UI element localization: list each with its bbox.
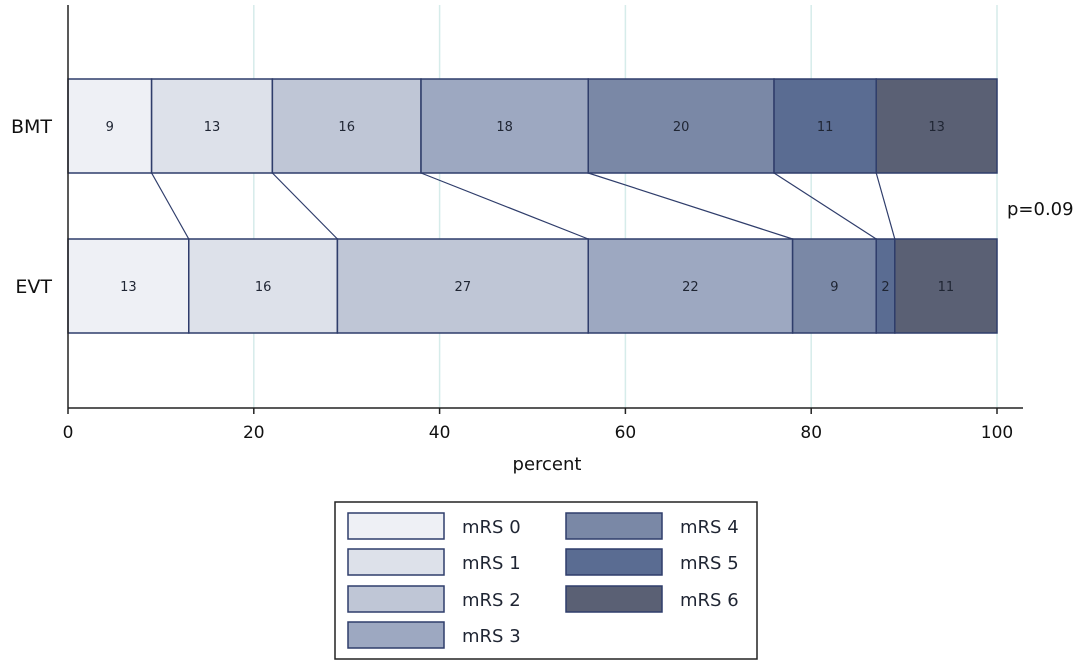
legend-swatch-mrs-3 [347, 621, 445, 649]
x-tick-label-20: 20 [243, 423, 265, 443]
connector-1 [151, 172, 190, 240]
legend-label-mrs-1: mRS 1 [462, 553, 521, 574]
connector-3 [420, 172, 589, 240]
bars: 9 13 16 18 20 11 13 13 16 27 22 9 2 11 [67, 78, 998, 334]
bar-EVT-mrs-2 [336, 238, 589, 334]
category-label-BMT: BMT [11, 116, 52, 138]
legend-swatch-mrs-5 [565, 548, 663, 576]
legend-label-mrs-6: mRS 6 [680, 590, 739, 611]
bar-EVT-mrs-3 [587, 238, 794, 334]
connector-6 [875, 172, 896, 240]
category-labels: BMT EVT [11, 116, 52, 298]
x-tick-label-0: 0 [63, 423, 74, 443]
bar-EVT-mrs-6 [894, 238, 998, 334]
x-tick-label-80: 80 [800, 423, 822, 443]
bar-label-EVT-mrs-0: 13 [120, 280, 137, 295]
legend-swatch-mrs-6 [565, 585, 663, 613]
bar-label-BMT-mrs-6: 13 [928, 120, 945, 135]
connector-lines [151, 172, 896, 240]
bar-BMT-mrs-0 [67, 78, 153, 174]
x-ticks: 0 20 40 60 80 100 [63, 408, 1013, 443]
legend-label-mrs-2: mRS 2 [462, 590, 521, 611]
bar-BMT-mrs-2 [271, 78, 422, 174]
bar-label-EVT-mrs-1: 16 [255, 280, 272, 295]
x-tick-label-40: 40 [429, 423, 451, 443]
x-tick-label-100: 100 [981, 423, 1013, 443]
bar-label-BMT-mrs-0: 9 [106, 120, 114, 135]
bar-label-EVT-mrs-3: 22 [682, 280, 699, 295]
bar-BMT-mrs-4 [587, 78, 775, 174]
connector-5 [773, 172, 877, 240]
bar-BMT-mrs-6 [875, 78, 998, 174]
bar-EVT-mrs-1 [188, 238, 339, 334]
bar-BMT-mrs-3 [420, 78, 589, 174]
bar-label-BMT-mrs-3: 18 [496, 120, 513, 135]
bar-label-EVT-mrs-4: 9 [830, 280, 838, 295]
bar-label-BMT-mrs-2: 16 [338, 120, 355, 135]
bar-label-BMT-mrs-5: 11 [817, 120, 834, 135]
connector-2 [271, 172, 338, 240]
x-tick-label-60: 60 [615, 423, 637, 443]
bar-label-EVT-mrs-5: 2 [881, 280, 889, 295]
bar-label-BMT-mrs-4: 20 [673, 120, 690, 135]
axes [67, 5, 1023, 409]
legend-swatch-mrs-2 [347, 585, 445, 613]
legend-label-mrs-3: mRS 3 [462, 626, 521, 647]
bar-label-BMT-mrs-1: 13 [204, 120, 221, 135]
legend: mRS 0 mRS 1 mRS 2 mRS 3 mRS 4 mRS 5 mRS 6 [334, 501, 758, 660]
grid-lines [253, 5, 998, 408]
bar-label-EVT-mrs-2: 27 [455, 280, 472, 295]
legend-label-mrs-5: mRS 5 [680, 553, 739, 574]
legend-label-mrs-0: mRS 0 [462, 517, 521, 538]
legend-swatch-mrs-1 [347, 548, 445, 576]
x-axis-title: percent [513, 454, 582, 475]
p-value-annotation: p=0.09 [1007, 199, 1074, 220]
legend-swatch-mrs-4 [565, 512, 663, 540]
bar-BMT-mrs-1 [150, 78, 274, 174]
bar-label-EVT-mrs-6: 11 [938, 280, 955, 295]
legend-swatch-mrs-0 [347, 512, 445, 540]
bar-BMT-mrs-5 [773, 78, 877, 174]
legend-label-mrs-4: mRS 4 [680, 517, 739, 538]
connector-4 [588, 172, 793, 240]
category-label-EVT: EVT [15, 276, 52, 298]
